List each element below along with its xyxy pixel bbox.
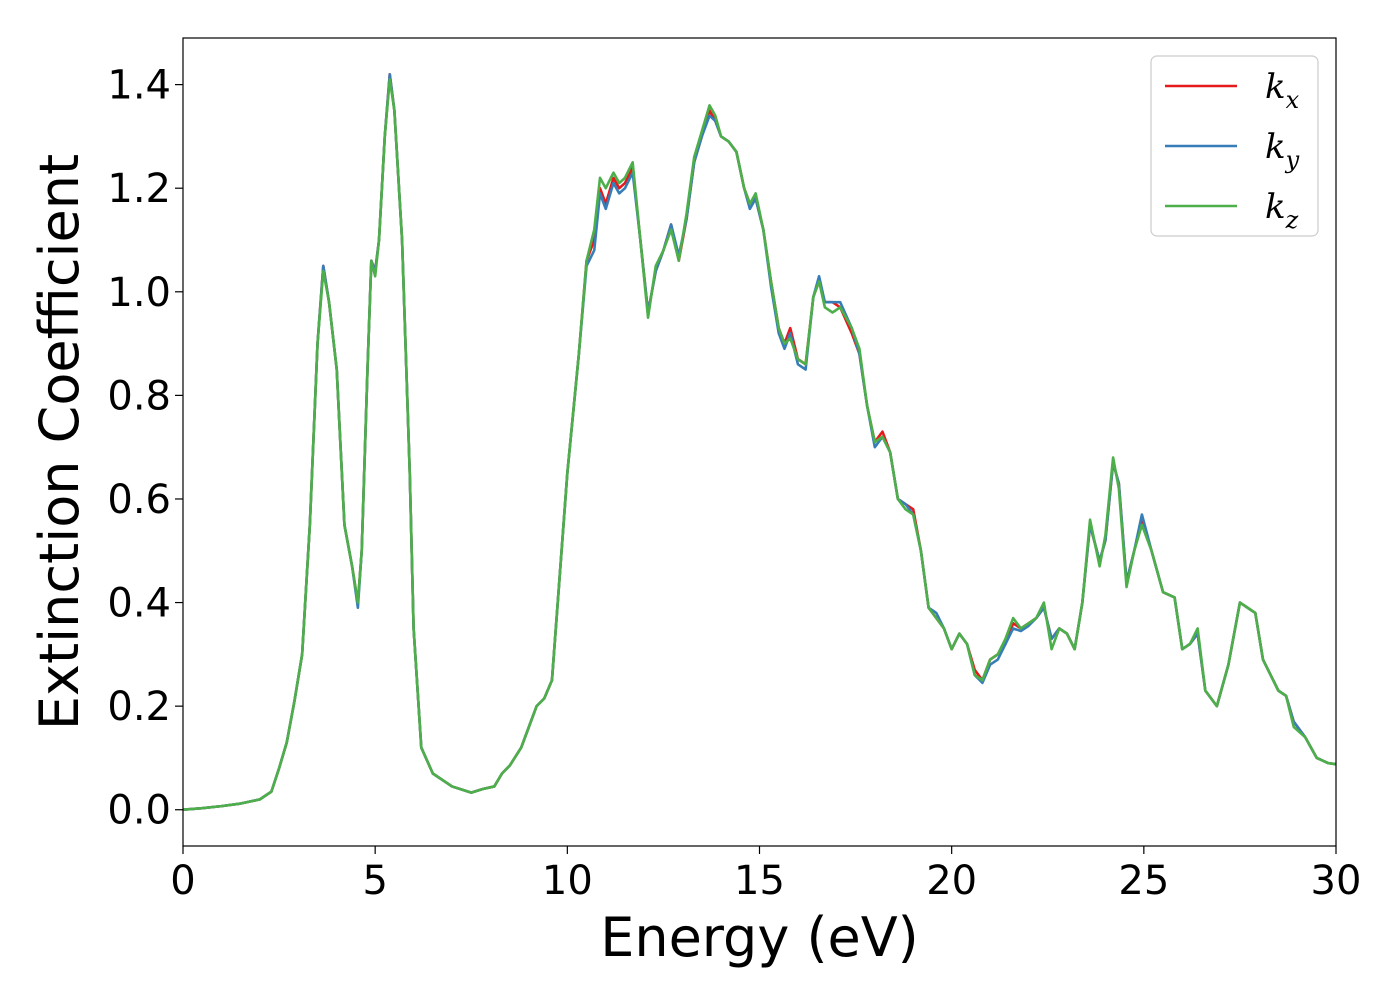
x-axis-label: Energy (eV) (600, 906, 919, 969)
x-axis: 0 5 10 15 20 25 30 (170, 846, 1361, 904)
y-tick-label: 0.4 (107, 581, 171, 627)
y-tick-label: 1.0 (107, 270, 171, 316)
y-tick-label: 0.8 (107, 373, 171, 419)
series-line-z (183, 78, 1336, 812)
y-tick-label: 0.0 (107, 788, 171, 834)
y-tick-label: 1.2 (107, 166, 171, 212)
x-tick-label: 5 (362, 858, 387, 904)
x-tick-label: 20 (926, 858, 977, 904)
y-tick-label: 1.4 (107, 63, 171, 109)
x-tick-label: 30 (1311, 858, 1362, 904)
x-tick-label: 25 (1118, 858, 1169, 904)
x-tick-label: 10 (542, 858, 593, 904)
x-tick-label: 15 (734, 858, 785, 904)
series-layer (183, 72, 1336, 812)
y-axis: 0.0 0.2 0.4 0.6 0.8 1.0 1.2 1.4 (107, 63, 183, 834)
x-tick-label: 0 (170, 858, 195, 904)
y-tick-label: 0.6 (107, 477, 171, 523)
y-axis-label: Extinction Coefficient (28, 154, 91, 730)
y-tick-label: 0.2 (107, 684, 171, 730)
